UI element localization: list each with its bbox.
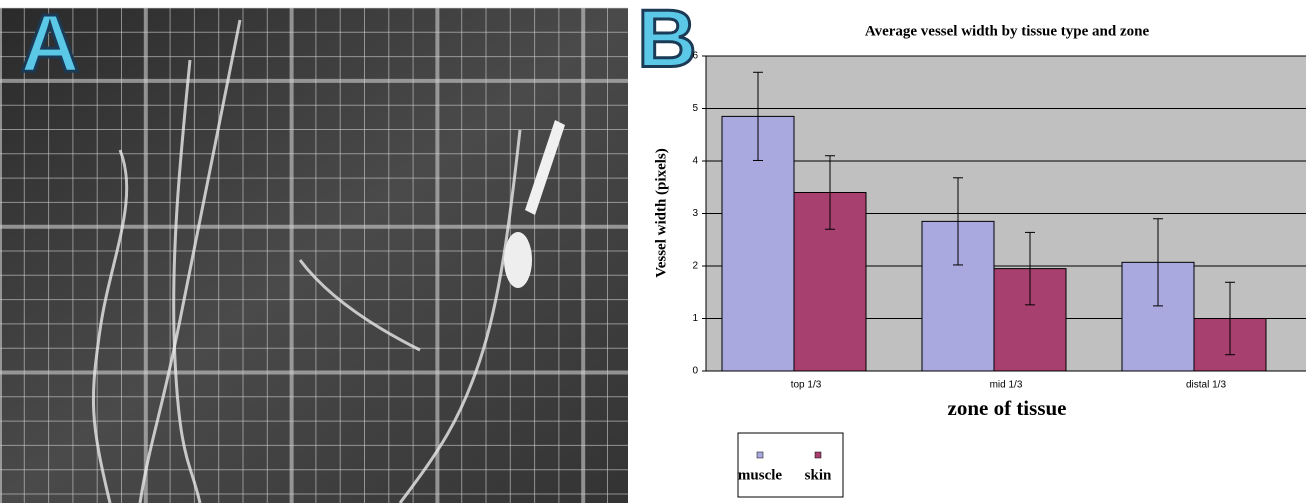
y-axis-label: Vessel width (pixels)	[653, 148, 669, 277]
legend	[737, 432, 844, 498]
legend-swatch	[814, 451, 822, 459]
micrograph	[0, 7, 628, 503]
x-tick-label: distal 1/3	[1186, 380, 1226, 391]
x-axis-label: zone of tissue	[948, 396, 1067, 420]
error-bar	[953, 177, 963, 266]
panel-label: A	[20, 0, 79, 90]
y-tick-label: 2	[692, 261, 698, 272]
y-tick-label: 1	[692, 313, 698, 324]
y-tick-label: 4	[692, 156, 698, 167]
y-tick-label: 5	[692, 103, 698, 114]
error-bar	[753, 71, 763, 161]
error-bar	[1153, 218, 1163, 307]
error-bar	[825, 155, 835, 230]
y-tick-label: 3	[692, 208, 698, 219]
x-tick-label: mid 1/3	[990, 380, 1023, 391]
panel-label: B	[637, 0, 696, 85]
legend-label: muscle	[738, 467, 783, 483]
chart-title: Average vessel width by tissue type and …	[865, 23, 1150, 39]
error-bar	[1225, 281, 1235, 356]
y-tick-label: 0	[692, 366, 698, 377]
x-tick-label: top 1/3	[791, 380, 822, 391]
legend-swatch	[756, 451, 764, 459]
legend-label: skin	[805, 467, 832, 483]
y-tick-label: 6	[692, 51, 698, 62]
error-bar	[1025, 231, 1035, 306]
